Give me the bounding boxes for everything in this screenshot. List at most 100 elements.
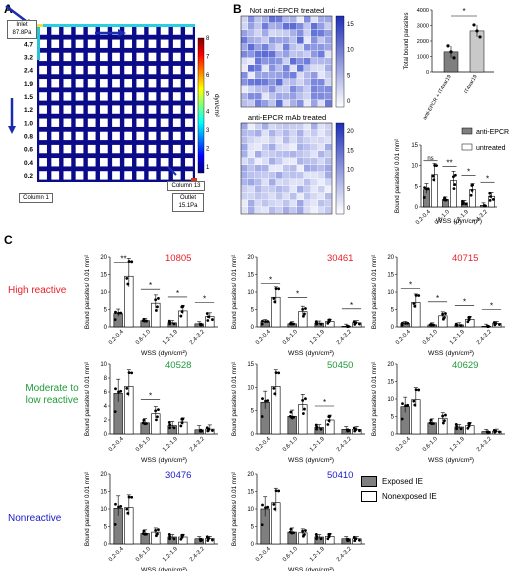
data-point — [412, 399, 416, 403]
category-label: 1.2-1.9 — [309, 436, 326, 453]
chart-y-tick-label: 5 — [251, 525, 255, 531]
data-point — [466, 320, 470, 324]
heatmap-cell — [276, 158, 283, 165]
chart-y-tick-label: 4 — [104, 404, 108, 410]
heatmap-cell — [269, 193, 276, 200]
data-point — [130, 260, 134, 264]
grid-cell — [39, 105, 47, 114]
row-wss-label: 1.2 — [24, 107, 33, 114]
chart-y-label: Bound parasites/ 0.01 mm² — [84, 362, 91, 436]
grid-cell — [99, 118, 108, 127]
data-point — [261, 503, 264, 507]
heatmap-cell — [318, 72, 325, 79]
heatmap-cell — [318, 86, 325, 93]
data-point — [422, 196, 426, 199]
grid-cell — [112, 79, 120, 88]
data-point — [141, 319, 145, 323]
grid-cell — [172, 92, 181, 101]
heatmap-cell — [241, 86, 248, 93]
heatmap-cb-tick: 10 — [347, 48, 354, 54]
outlet-box: Outlet 15.1Pa — [172, 193, 204, 212]
legend-nonexposed-label: Nonexposed IE — [382, 492, 437, 501]
grid-cell — [148, 171, 157, 180]
category-label: 2.4-3.2 — [189, 329, 206, 346]
heatmap-cell — [248, 144, 255, 151]
heatmap-cell — [283, 172, 290, 179]
grid-cell — [51, 105, 60, 114]
data-point — [113, 318, 117, 322]
heatmap-cell — [283, 65, 290, 72]
grid-cell — [39, 158, 47, 167]
colorbar-tick: 6 — [206, 73, 210, 79]
grid-cell — [39, 92, 47, 101]
heatmap-cell — [318, 65, 325, 72]
data-point — [414, 388, 418, 392]
grid-cell — [136, 65, 145, 75]
category-label: 1.2-1.9 — [309, 329, 326, 346]
grid-cell — [63, 92, 72, 101]
grid-cell — [39, 26, 47, 35]
sig-label: ** — [446, 159, 452, 168]
heatmap-cell — [262, 193, 269, 200]
data-point — [400, 417, 404, 421]
heatmap-cell — [255, 186, 262, 193]
heatmap-cell — [255, 144, 262, 151]
data-point — [328, 318, 332, 322]
data-point — [274, 287, 278, 291]
data-point — [446, 44, 450, 48]
chart-y-tick-label: 0 — [251, 432, 255, 438]
row-wss-label: 3.2 — [24, 54, 33, 61]
grid-cell — [148, 158, 157, 167]
heatmap-cell — [325, 44, 332, 51]
heatmap-cell — [311, 193, 318, 200]
data-point — [142, 529, 146, 533]
chart-y-label: Bound parasites/ 0.01 mm² — [371, 362, 378, 436]
data-point — [347, 325, 351, 328]
grid-background — [37, 24, 195, 182]
heatmap-cell — [325, 193, 332, 200]
category-label: 2.4-3.2 — [336, 329, 353, 346]
heatmap-cell — [255, 165, 262, 172]
bar-y-tick-label: 0 — [426, 70, 429, 76]
data-point — [211, 429, 214, 432]
data-point — [493, 323, 497, 327]
grid-cell — [124, 131, 133, 141]
heatmap-cell — [283, 37, 290, 44]
heatmap-cell — [262, 158, 269, 165]
heatmap-cell — [241, 186, 248, 193]
category-label: 0.6-1.0 — [422, 329, 439, 346]
chart-y-tick-label: 10 — [387, 397, 394, 403]
grid-cell — [172, 79, 181, 88]
heatmap-cell — [269, 65, 276, 72]
heatmap-cell — [304, 30, 311, 37]
heatmap-cell — [297, 58, 304, 65]
heatmap-cell — [325, 207, 332, 214]
heatmap-cell — [318, 130, 325, 137]
chart-y-tick-label: 5 — [104, 525, 108, 531]
heatmap-cell — [283, 151, 290, 158]
heatmap-cell — [262, 100, 269, 107]
heatmap-cell — [318, 179, 325, 186]
category-label: 0.2-0.4 — [255, 546, 273, 564]
heatmap-cell — [262, 16, 269, 23]
heatmap-cell — [269, 179, 276, 186]
heatmap-cell — [276, 123, 283, 130]
grid-cell — [148, 26, 157, 35]
grid-cell — [63, 105, 72, 114]
category-label: 1.2-1.9 — [449, 329, 466, 346]
chart-y-tick-label: 0 — [251, 542, 255, 548]
heatmap-cell — [325, 100, 332, 107]
data-point — [417, 388, 421, 392]
data-point — [155, 309, 158, 312]
heatmap-cell — [297, 23, 304, 30]
heatmap-cell — [276, 23, 283, 30]
chart-y-tick-label: 0 — [391, 432, 395, 438]
data-point — [205, 426, 209, 430]
chart-x-label: WSS (dyn/cm²) — [288, 457, 334, 464]
data-point — [353, 539, 357, 543]
data-point — [301, 307, 305, 311]
row-wss-label: 1.5 — [24, 94, 33, 101]
data-point — [157, 408, 160, 412]
data-point — [455, 424, 459, 428]
grid-cell — [172, 118, 181, 127]
